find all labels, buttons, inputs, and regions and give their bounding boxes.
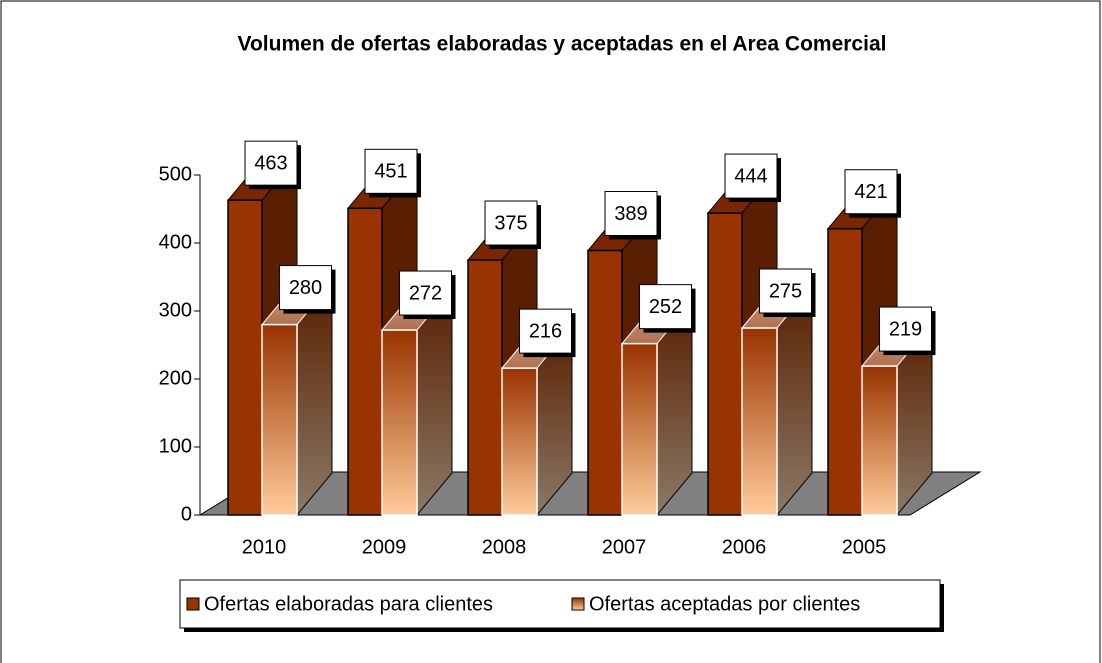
bar <box>707 212 743 516</box>
data-label: 451 <box>374 161 407 183</box>
bar <box>827 227 863 516</box>
data-label: 389 <box>614 203 647 225</box>
data-label-box <box>879 306 932 352</box>
x-tick-label: 2008 <box>482 536 527 558</box>
data-label-box <box>244 140 298 186</box>
bar <box>621 342 658 516</box>
data-label-box <box>519 308 572 354</box>
data-label-box <box>484 200 538 246</box>
data-label: 375 <box>494 212 527 234</box>
bar <box>741 327 778 516</box>
data-label: 275 <box>769 280 802 302</box>
data-label-box <box>639 284 692 330</box>
x-tick-label: 2010 <box>242 536 287 558</box>
data-label: 463 <box>254 152 287 174</box>
bar <box>861 365 898 516</box>
bar <box>501 367 538 516</box>
data-label-box <box>844 169 898 215</box>
legend-label: Ofertas aceptadas por clientes <box>589 593 860 615</box>
data-label-box <box>724 153 778 199</box>
data-label: 280 <box>289 277 322 299</box>
x-tick-label: 2007 <box>602 536 647 558</box>
bar <box>347 207 383 516</box>
data-label-box <box>279 265 332 311</box>
bar <box>227 199 263 516</box>
legend-swatch <box>186 597 200 611</box>
bar <box>381 329 418 516</box>
data-label: 444 <box>734 165 767 187</box>
data-label-box <box>399 270 452 316</box>
legend <box>179 579 941 629</box>
bar <box>467 259 503 516</box>
data-label-box <box>604 190 658 236</box>
y-tick-label: 100 <box>159 435 192 457</box>
data-label: 219 <box>889 318 922 340</box>
data-label: 216 <box>529 320 562 342</box>
data-label: 272 <box>409 282 442 304</box>
y-tick-label: 0 <box>181 503 192 525</box>
data-label: 252 <box>649 296 682 318</box>
data-label-box <box>364 148 418 194</box>
legend-swatch <box>571 597 585 611</box>
x-tick-label: 2005 <box>842 536 887 558</box>
x-tick-label: 2009 <box>362 536 407 558</box>
legend-label: Ofertas elaboradas para clientes <box>204 593 493 615</box>
y-tick-label: 400 <box>159 231 192 253</box>
y-tick-label: 200 <box>159 367 192 389</box>
y-tick-label: 300 <box>159 299 192 321</box>
chart-title: Volumen de ofertas elaboradas y aceptada… <box>238 33 887 56</box>
bar <box>261 323 298 516</box>
x-tick-label: 2006 <box>722 536 767 558</box>
y-tick-label: 500 <box>159 163 192 185</box>
data-label-box <box>759 268 812 314</box>
data-label: 421 <box>854 181 887 203</box>
bar <box>587 249 623 516</box>
